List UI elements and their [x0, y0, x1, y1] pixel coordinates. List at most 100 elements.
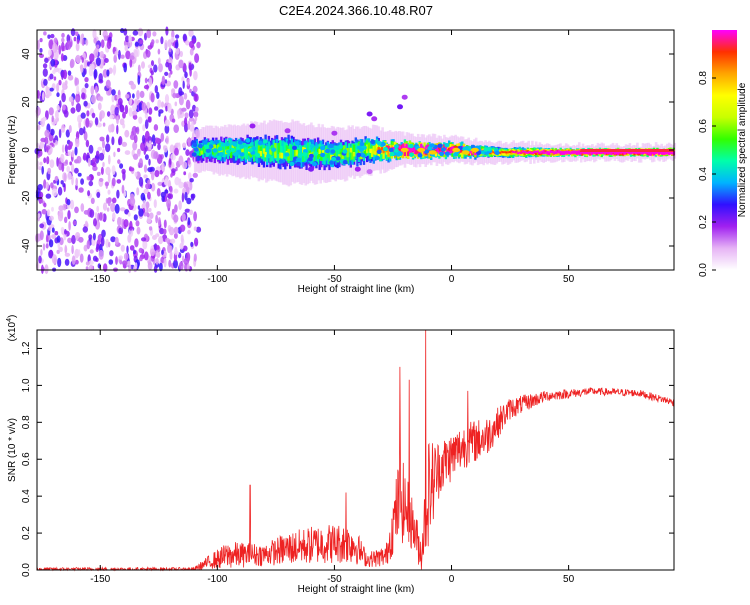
signal-blob — [359, 147, 364, 152]
noise-speckle — [94, 212, 98, 221]
signal-cell — [577, 150, 580, 153]
noise-speckle — [193, 93, 199, 102]
noise-speckle — [63, 110, 69, 118]
signal-cell — [277, 146, 280, 164]
noise-speckle — [178, 200, 182, 210]
noise-speckle — [51, 254, 58, 265]
signal-cell — [374, 150, 377, 155]
signal-blob — [212, 148, 218, 153]
noise-speckle — [169, 159, 172, 165]
snr-panel: -150 -100 -50 0 50 0.0 0.2 0.4 0.6 0.8 1.0 1.2 Hei… — [6, 315, 675, 595]
noise-speckle — [71, 234, 76, 245]
signal-cell — [403, 150, 407, 156]
noise-speckle — [160, 191, 166, 198]
noise-speckle — [133, 214, 138, 221]
signal-cell — [575, 150, 579, 153]
noise-speckle — [144, 154, 149, 161]
noise-speckle — [93, 68, 98, 79]
noise-speckle — [138, 176, 144, 187]
noise-speckle — [103, 35, 108, 41]
noise-speckle — [134, 41, 139, 47]
signal-cell — [398, 145, 402, 149]
noise-speckle — [78, 187, 84, 193]
signal-blob — [440, 147, 446, 152]
noise-speckle — [188, 109, 194, 119]
noise-speckle — [97, 96, 103, 101]
signal-cell — [346, 148, 349, 158]
noise-speckle — [43, 78, 48, 86]
noise-speckle — [158, 236, 164, 245]
signal-cell — [579, 152, 582, 155]
noise-speckle — [136, 149, 141, 157]
snr-y-ticks: 0.0 0.2 0.4 0.6 0.8 1.0 1.2 — [21, 341, 674, 577]
noise-speckle — [151, 39, 155, 45]
signal-cell — [374, 143, 377, 152]
noise-speckle — [144, 251, 149, 261]
noise-speckle — [164, 79, 168, 84]
signal-cell — [261, 143, 264, 159]
noise-speckle — [192, 172, 198, 178]
noise-speckle — [145, 49, 151, 58]
noise-speckle — [148, 77, 153, 87]
noise-speckle — [53, 76, 57, 81]
noise-speckle — [52, 42, 58, 53]
signal-cell — [202, 146, 205, 155]
noise-speckle — [59, 209, 64, 219]
signal-stray — [366, 111, 373, 117]
snr-y-tick-label: 0.2 — [21, 526, 32, 540]
noise-speckle — [149, 248, 156, 257]
signal-blob — [393, 148, 399, 153]
signal-cell — [449, 151, 452, 154]
spectrogram-x-axis-label: Height of straight line (km) — [298, 284, 415, 295]
noise-speckle — [41, 91, 45, 101]
colorbar-ticks: 0.0 0.2 0.4 0.6 0.8 — [698, 71, 716, 277]
signal-blob — [356, 152, 362, 158]
signal-hotspot — [461, 150, 470, 155]
noise-speckle — [193, 111, 199, 118]
noise-speckle — [89, 122, 92, 128]
noise-speckle — [96, 191, 101, 198]
noise-speckle — [123, 252, 129, 261]
signal-cell — [402, 143, 405, 150]
noise-speckle — [172, 92, 177, 99]
noise-speckle — [136, 90, 140, 100]
signal-cell — [351, 143, 354, 158]
signal-cell — [302, 147, 305, 153]
noise-speckle — [40, 249, 43, 256]
noise-speckle — [163, 178, 168, 186]
signal-blob — [444, 151, 450, 156]
noise-speckle — [132, 103, 137, 111]
noise-speckle — [184, 71, 188, 79]
signal-cell — [372, 145, 375, 155]
noise-speckle — [121, 141, 128, 147]
snr-x-tick-label: -150 — [90, 574, 110, 585]
signal-cell — [561, 151, 564, 154]
signal-stray — [371, 116, 378, 122]
noise-speckle — [43, 31, 47, 36]
signal-cell — [295, 150, 298, 156]
signal-cell — [634, 152, 638, 154]
noise-speckle — [102, 139, 105, 149]
signal-cell — [523, 151, 526, 156]
signal-cell — [564, 151, 567, 154]
signal-cell — [307, 142, 310, 159]
noise-speckle — [123, 62, 127, 73]
signal-cell — [608, 151, 612, 154]
signal-blob — [370, 139, 376, 145]
signal-cell — [280, 152, 284, 159]
noise-speckle — [168, 72, 171, 78]
signal-cell — [228, 140, 231, 154]
noise-speckle — [75, 95, 79, 101]
noise-speckle — [105, 143, 111, 153]
signal-blob — [417, 153, 423, 158]
signal-cell — [507, 151, 510, 154]
noise-speckle — [98, 152, 105, 161]
noise-speckle — [89, 249, 94, 254]
signal-cell — [644, 151, 648, 153]
signal-cell — [318, 148, 321, 154]
noise-speckle — [90, 85, 95, 96]
signal-cell — [597, 151, 600, 154]
noise-speckle — [51, 188, 58, 197]
signal-cell — [444, 147, 448, 155]
noise-speckle — [138, 116, 143, 125]
